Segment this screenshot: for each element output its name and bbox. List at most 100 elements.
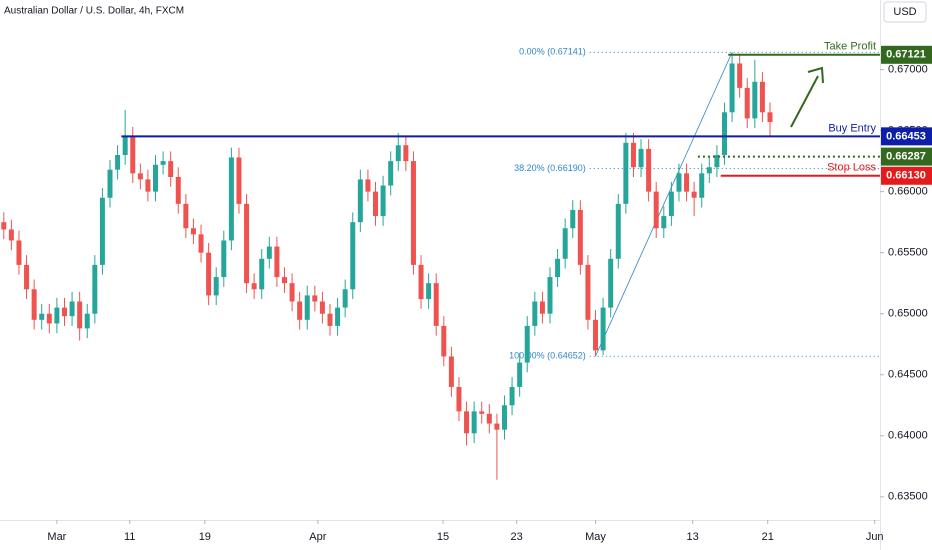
candle-body: [365, 179, 371, 192]
arrow-head: [807, 66, 824, 84]
level-label: Stop Loss: [827, 162, 876, 174]
price-label: 0.66130: [886, 170, 926, 182]
price-label-box: [881, 166, 932, 185]
candle-body: [281, 277, 287, 284]
candle-body: [403, 145, 409, 162]
candle-body: [615, 203, 621, 259]
candle-body: [312, 295, 318, 302]
price-label-box: [881, 45, 932, 64]
candle-body: [661, 216, 667, 229]
candle-body: [24, 264, 30, 290]
candle-body: [517, 362, 523, 387]
candle-body: [494, 423, 500, 430]
candle-body: [585, 264, 591, 320]
candle-body: [433, 283, 439, 326]
candle-body: [623, 142, 629, 204]
candle-body: [547, 277, 553, 314]
candle-body: [630, 142, 636, 168]
candle-body: [479, 411, 485, 414]
candle-body: [198, 234, 204, 253]
x-tick-label: 15: [437, 531, 449, 543]
candle-body: [327, 313, 333, 326]
candle-body: [251, 283, 257, 290]
price-label-box: [881, 127, 932, 146]
fib-label: 0.00% (0.67141): [519, 47, 586, 57]
y-tick-label: 0.65000: [888, 308, 928, 320]
candle-body: [373, 191, 379, 217]
candle-body: [653, 191, 659, 229]
candle-body: [737, 63, 743, 88]
candle-body: [501, 405, 507, 430]
candle-body: [221, 240, 227, 278]
candle-body: [744, 87, 750, 119]
candle-body: [486, 413, 492, 424]
candle-body: [721, 112, 727, 156]
x-tick-label: Apr: [309, 531, 326, 543]
currency[interactable]: USD: [893, 6, 916, 18]
candle-body: [418, 264, 424, 300]
candle-body: [699, 173, 705, 198]
candle-body: [448, 356, 454, 387]
candle-body: [638, 148, 644, 168]
candle-body: [92, 264, 98, 314]
candle-body: [410, 161, 416, 265]
candle-body: [471, 411, 477, 434]
candle-body: [570, 209, 576, 229]
candle-body: [168, 161, 174, 177]
candle-body: [714, 155, 720, 168]
candle-body: [115, 155, 121, 170]
candle-body: [335, 307, 341, 326]
candle-body: [577, 209, 583, 265]
candle-body: [297, 301, 303, 320]
x-tick-label: 11: [124, 531, 135, 543]
candle-body: [46, 313, 52, 324]
candle-body: [160, 161, 166, 165]
candle-body: [206, 252, 212, 296]
candle-body: [426, 283, 432, 300]
candle-body: [39, 313, 45, 320]
candle-body: [691, 191, 697, 198]
candle-body: [54, 307, 60, 324]
candle-body: [190, 228, 196, 235]
currency-box[interactable]: [883, 1, 927, 23]
candle-body: [31, 289, 37, 320]
fib-label: 100.00% (0.64652): [509, 351, 586, 361]
candle-body: [153, 164, 159, 192]
candle-body: [1, 222, 7, 230]
candle-body: [668, 191, 674, 217]
chart-title: Australian Dollar / U.S. Dollar, 4h, FXC…: [4, 6, 184, 17]
candle-body: [752, 81, 758, 119]
candle-body: [456, 386, 462, 412]
candle-body: [706, 167, 712, 174]
candle-body: [183, 203, 189, 229]
candle-body: [8, 229, 14, 241]
candle-body: [236, 157, 242, 204]
price-label: 0.66287: [886, 151, 926, 163]
candle-body: [524, 325, 530, 363]
fib-trend-line: [595, 52, 733, 357]
candle-body: [380, 185, 386, 217]
candle-body: [729, 63, 735, 113]
y-tick-label: 0.65500: [888, 247, 928, 259]
candle-body: [145, 179, 151, 192]
price-label: 0.67121: [886, 49, 926, 61]
candle-body: [213, 277, 219, 296]
candle-body: [539, 301, 545, 314]
candle-body: [532, 301, 538, 326]
candle-body: [266, 246, 272, 259]
x-tick-label: 13: [686, 531, 698, 543]
candle-body: [304, 295, 310, 320]
candle-body: [555, 258, 561, 278]
x-tick-label: May: [585, 531, 606, 543]
candle-body: [357, 179, 363, 223]
candle-body: [16, 240, 22, 265]
candle-body: [684, 173, 690, 192]
candle-body: [593, 319, 599, 351]
candle-body: [61, 307, 67, 317]
candle-body: [122, 136, 128, 156]
price-label-box: [881, 147, 932, 166]
candle-body: [107, 169, 113, 198]
x-tick-label: 21: [762, 531, 774, 543]
